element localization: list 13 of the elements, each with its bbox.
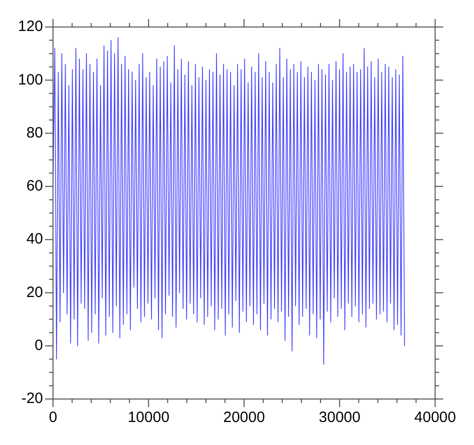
y-tick-label: 120 [18, 18, 44, 36]
y-tick-label: 100 [18, 71, 44, 88]
y-tick-label: 0 [34, 337, 44, 354]
x-tick-label: 10000 [128, 409, 170, 426]
x-tick-label: 30000 [318, 409, 360, 426]
y-tick-label: 40 [26, 230, 44, 248]
y-tick-label: 20 [26, 284, 44, 301]
y-tick-label: -20 [21, 390, 44, 408]
x-tick-label: 40000 [414, 409, 456, 426]
x-tick-label: 20000 [223, 409, 265, 426]
x-tick-label: 0 [48, 409, 58, 426]
y-tick-label: 80 [26, 124, 44, 142]
y-tick-label: 60 [26, 178, 44, 195]
